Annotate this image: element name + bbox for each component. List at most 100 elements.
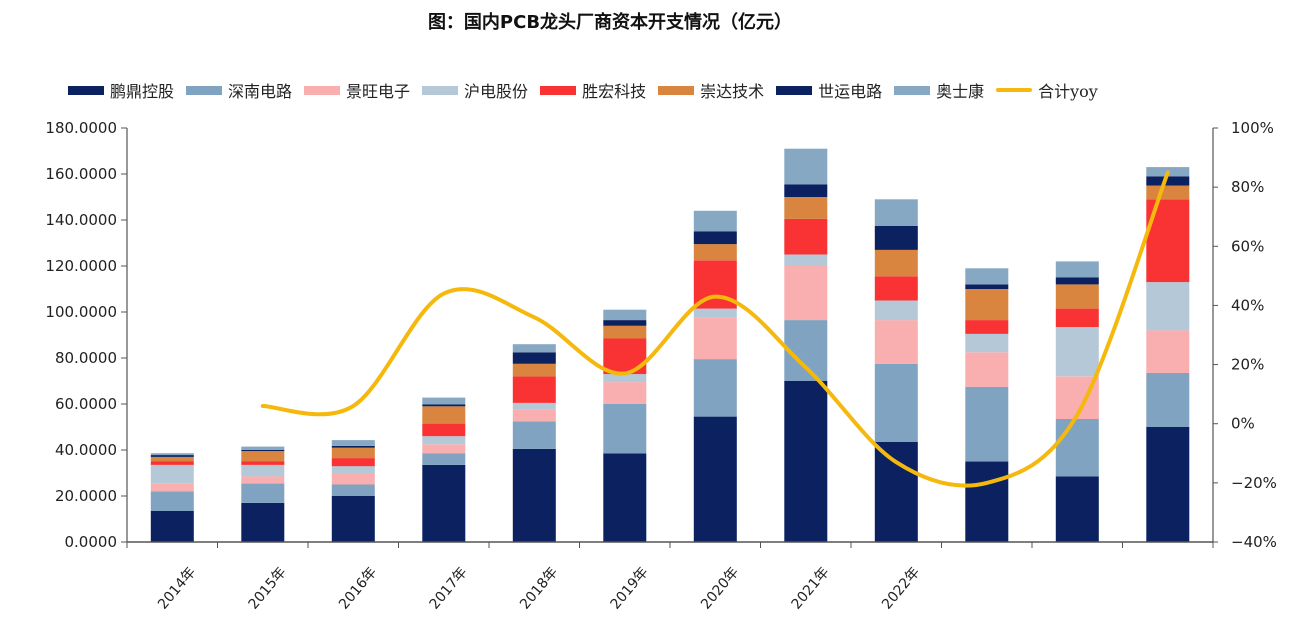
bar-segment [422, 406, 466, 424]
bar-segment [422, 423, 466, 437]
bar-segment [693, 244, 737, 261]
legend-label: 世运电路 [818, 82, 883, 101]
bar-segment [422, 404, 466, 407]
bar-segment [1146, 185, 1190, 200]
bar-segment [1146, 427, 1190, 542]
legend-label: 沪电股份 [464, 82, 529, 101]
bar-segment [693, 231, 737, 245]
y-tick-label: 120.0000 [45, 257, 117, 275]
legend-swatch [540, 85, 577, 95]
y2-tick-label: 40% [1231, 296, 1264, 314]
bar-segment [512, 376, 556, 403]
bar-segment [965, 352, 1009, 387]
legend-item[interactable]: 奥士康 [894, 78, 984, 102]
legend-swatch [422, 85, 459, 95]
bar-segment [331, 440, 375, 446]
bar-segment [965, 268, 1009, 285]
bar-segment [241, 502, 285, 542]
bar-segment [784, 148, 828, 185]
legend-item[interactable]: 胜宏科技 [540, 78, 646, 102]
bar-segment [422, 464, 466, 542]
y-tick-label: 20.0000 [55, 487, 117, 505]
legend-item[interactable]: 深南电路 [186, 78, 292, 102]
x-tick-label: 2018年 [517, 564, 561, 612]
bar-segment [874, 320, 918, 364]
y-tick-label: 100.0000 [45, 303, 117, 321]
x-tick-label: 2014年 [155, 564, 199, 612]
bar-segment [422, 397, 466, 405]
bar-segment [150, 491, 194, 511]
bar-segment [422, 436, 466, 445]
bar-segment [965, 333, 1009, 353]
legend-label: 奥士康 [936, 82, 985, 101]
bar-segment [512, 402, 556, 410]
bar-segment [150, 464, 194, 484]
bar-segment [965, 461, 1009, 542]
y-tick-label: 140.0000 [45, 211, 117, 229]
bar-segment [784, 254, 828, 266]
y2-tick-label: 20% [1231, 356, 1264, 374]
bar-segment [693, 359, 737, 417]
bar-segment [1055, 326, 1099, 377]
legend-label: 崇达技术 [700, 82, 765, 101]
bar-segment [784, 218, 828, 255]
bar-segment [603, 382, 647, 404]
bar-segment [150, 455, 194, 457]
bar-segment [1055, 418, 1099, 477]
bar-segment [422, 453, 466, 465]
bar-segment [693, 210, 737, 232]
bar-segment [874, 249, 918, 277]
bar-segment [693, 308, 737, 318]
bar-segment [331, 447, 375, 459]
bar-segment [1146, 282, 1190, 331]
legend-item[interactable]: 景旺电子 [304, 78, 410, 102]
legend-label: 深南电路 [228, 82, 293, 101]
bar-segment [241, 483, 285, 503]
bar-segment [331, 473, 375, 485]
bar-segment [874, 199, 918, 226]
line-layer [260, 170, 1170, 488]
y-tick-label: 80.0000 [55, 349, 117, 367]
bar-segment [965, 284, 1009, 289]
bar-segment [784, 197, 828, 219]
bar-segment [603, 404, 647, 454]
bar-segment [512, 409, 556, 422]
legend-swatch [658, 85, 695, 95]
bar-segment [1146, 330, 1190, 373]
bar-segment [693, 416, 737, 542]
x-tick-label: 2016年 [336, 564, 380, 612]
bar-segment [1055, 284, 1099, 309]
legend-swatch [68, 85, 104, 95]
legend-label: 胜宏科技 [582, 82, 647, 101]
bar-segment [603, 320, 647, 326]
y-tick-label: 40.0000 [55, 441, 117, 459]
x-tick-label: 2019年 [608, 564, 652, 612]
legend-item[interactable]: 沪电股份 [422, 78, 528, 102]
legend-item[interactable]: 合计yoy [996, 78, 1098, 102]
x-tick-label: 2021年 [789, 564, 833, 612]
bar-segment [1055, 308, 1099, 327]
bar-segment [241, 451, 285, 462]
legend-swatch [186, 85, 223, 95]
yoy-line [260, 170, 1170, 488]
legend-item[interactable]: 崇达技术 [658, 78, 764, 102]
x-tick-label: 2015年 [246, 564, 290, 612]
bar-segment [512, 363, 556, 377]
bar-segment [331, 484, 375, 496]
bars-layer [150, 148, 1190, 542]
bar-segment [784, 266, 828, 321]
y2-tick-label: 100% [1231, 119, 1274, 137]
legend-item[interactable]: 鹏鼎控股 [68, 78, 174, 102]
bar-segment [241, 464, 285, 477]
bar-segment [1055, 261, 1099, 278]
legend-item[interactable]: 世运电路 [776, 78, 882, 102]
y2-tick-label: 0% [1231, 415, 1255, 433]
y2-tick-label: 80% [1231, 178, 1264, 196]
y-tick-label: 0.0000 [65, 533, 118, 551]
bar-segment [241, 476, 285, 484]
bar-segment [874, 225, 918, 250]
bar-segment [1146, 373, 1190, 427]
bar-segment [693, 317, 737, 360]
y2-tick-label: −20% [1231, 474, 1277, 492]
